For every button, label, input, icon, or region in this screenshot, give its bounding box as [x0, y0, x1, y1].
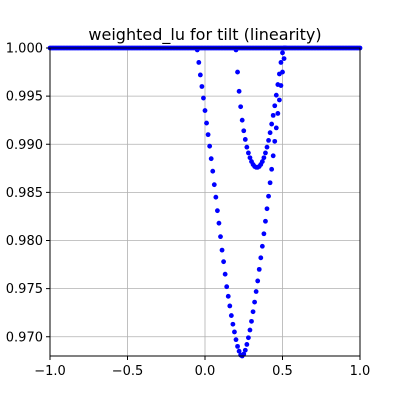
data-point — [253, 289, 259, 294]
data-point — [247, 327, 253, 333]
data-point — [236, 88, 242, 94]
x-tick-label: 0.5 — [272, 364, 293, 379]
data-point — [267, 130, 273, 136]
data-point — [263, 218, 268, 224]
chart-title: weighted_lu for tilt (linearity) — [88, 25, 321, 45]
data-point — [232, 329, 237, 335]
x-tick-label: −1.0 — [34, 364, 66, 379]
data-point — [241, 351, 247, 357]
data-point — [241, 128, 247, 134]
data-point — [273, 92, 279, 98]
data-point — [227, 303, 233, 309]
grid-layer — [49, 47, 361, 356]
data-point — [213, 194, 219, 200]
data-point — [272, 103, 278, 109]
data-point — [199, 84, 205, 89]
y-tick-label: 0.990 — [6, 138, 43, 153]
data-point — [269, 166, 275, 172]
data-point — [266, 193, 271, 199]
data-point — [239, 117, 245, 123]
data-point — [277, 71, 282, 77]
y-tick-label: 0.975 — [6, 282, 43, 297]
data-point — [250, 309, 256, 315]
ticks-layer: −1.0 −0.5 0.0 0.5 1.0 0.970 0.975 0.980 0.985 0.9… — [6, 42, 371, 380]
data-point — [264, 144, 270, 150]
data-point — [222, 271, 228, 277]
data-point — [218, 234, 223, 240]
data-point — [235, 343, 240, 349]
data-point — [259, 159, 265, 164]
data-point — [216, 220, 222, 226]
data-point — [233, 337, 239, 343]
data-point — [219, 247, 225, 253]
data-point — [205, 132, 211, 138]
data-point — [228, 313, 234, 318]
data-point — [275, 111, 281, 116]
data-point — [225, 293, 231, 299]
y-tick-label: 0.995 — [6, 90, 43, 105]
data-point — [244, 342, 250, 347]
x-tick-label: 1.0 — [350, 364, 371, 379]
data-point — [259, 243, 265, 249]
data-point — [202, 108, 208, 113]
data-point — [263, 150, 268, 156]
data-point — [246, 335, 251, 341]
y-tick-label: 1.000 — [6, 42, 43, 57]
data-point — [244, 144, 250, 150]
y-tick-label: 0.980 — [6, 234, 43, 249]
data-point — [252, 299, 257, 305]
data-point — [261, 155, 267, 161]
data-point — [269, 121, 275, 127]
data-point — [275, 82, 281, 87]
data-point — [221, 259, 227, 265]
data-point — [247, 155, 253, 161]
data-point — [201, 95, 206, 101]
data-point — [242, 347, 248, 353]
data-point — [267, 180, 273, 186]
data-point — [207, 143, 213, 149]
data-point — [270, 112, 276, 118]
data-point — [230, 321, 236, 327]
data-point — [208, 156, 214, 162]
y-tick-label: 0.970 — [6, 330, 43, 345]
data-point — [196, 60, 202, 65]
data-point — [281, 56, 287, 61]
data-point — [255, 278, 261, 284]
data-point — [215, 208, 220, 214]
data-point — [242, 137, 248, 142]
data-point — [246, 150, 251, 156]
data-point — [273, 125, 279, 131]
data-point — [277, 97, 282, 103]
y-tick-label: 0.985 — [6, 186, 43, 201]
x-tick-label: −0.5 — [112, 364, 144, 379]
data-point — [272, 138, 278, 144]
data-point — [256, 266, 262, 272]
data-point — [249, 318, 254, 324]
data-point — [236, 348, 242, 354]
data-points-layer — [47, 45, 363, 359]
data-point — [264, 206, 270, 212]
data-point — [261, 231, 267, 237]
data-point — [270, 153, 276, 159]
data-point — [210, 168, 216, 174]
data-point — [280, 50, 285, 56]
data-point — [238, 104, 244, 110]
data-point — [266, 138, 271, 143]
data-point — [233, 47, 239, 53]
data-point — [197, 72, 203, 78]
data-point — [204, 120, 209, 126]
x-tick-label: 0.0 — [195, 364, 216, 379]
data-point — [278, 60, 284, 65]
data-point — [211, 182, 217, 188]
data-point — [224, 284, 230, 290]
data-point — [258, 255, 264, 261]
data-point — [194, 47, 200, 53]
data-point — [235, 69, 240, 75]
